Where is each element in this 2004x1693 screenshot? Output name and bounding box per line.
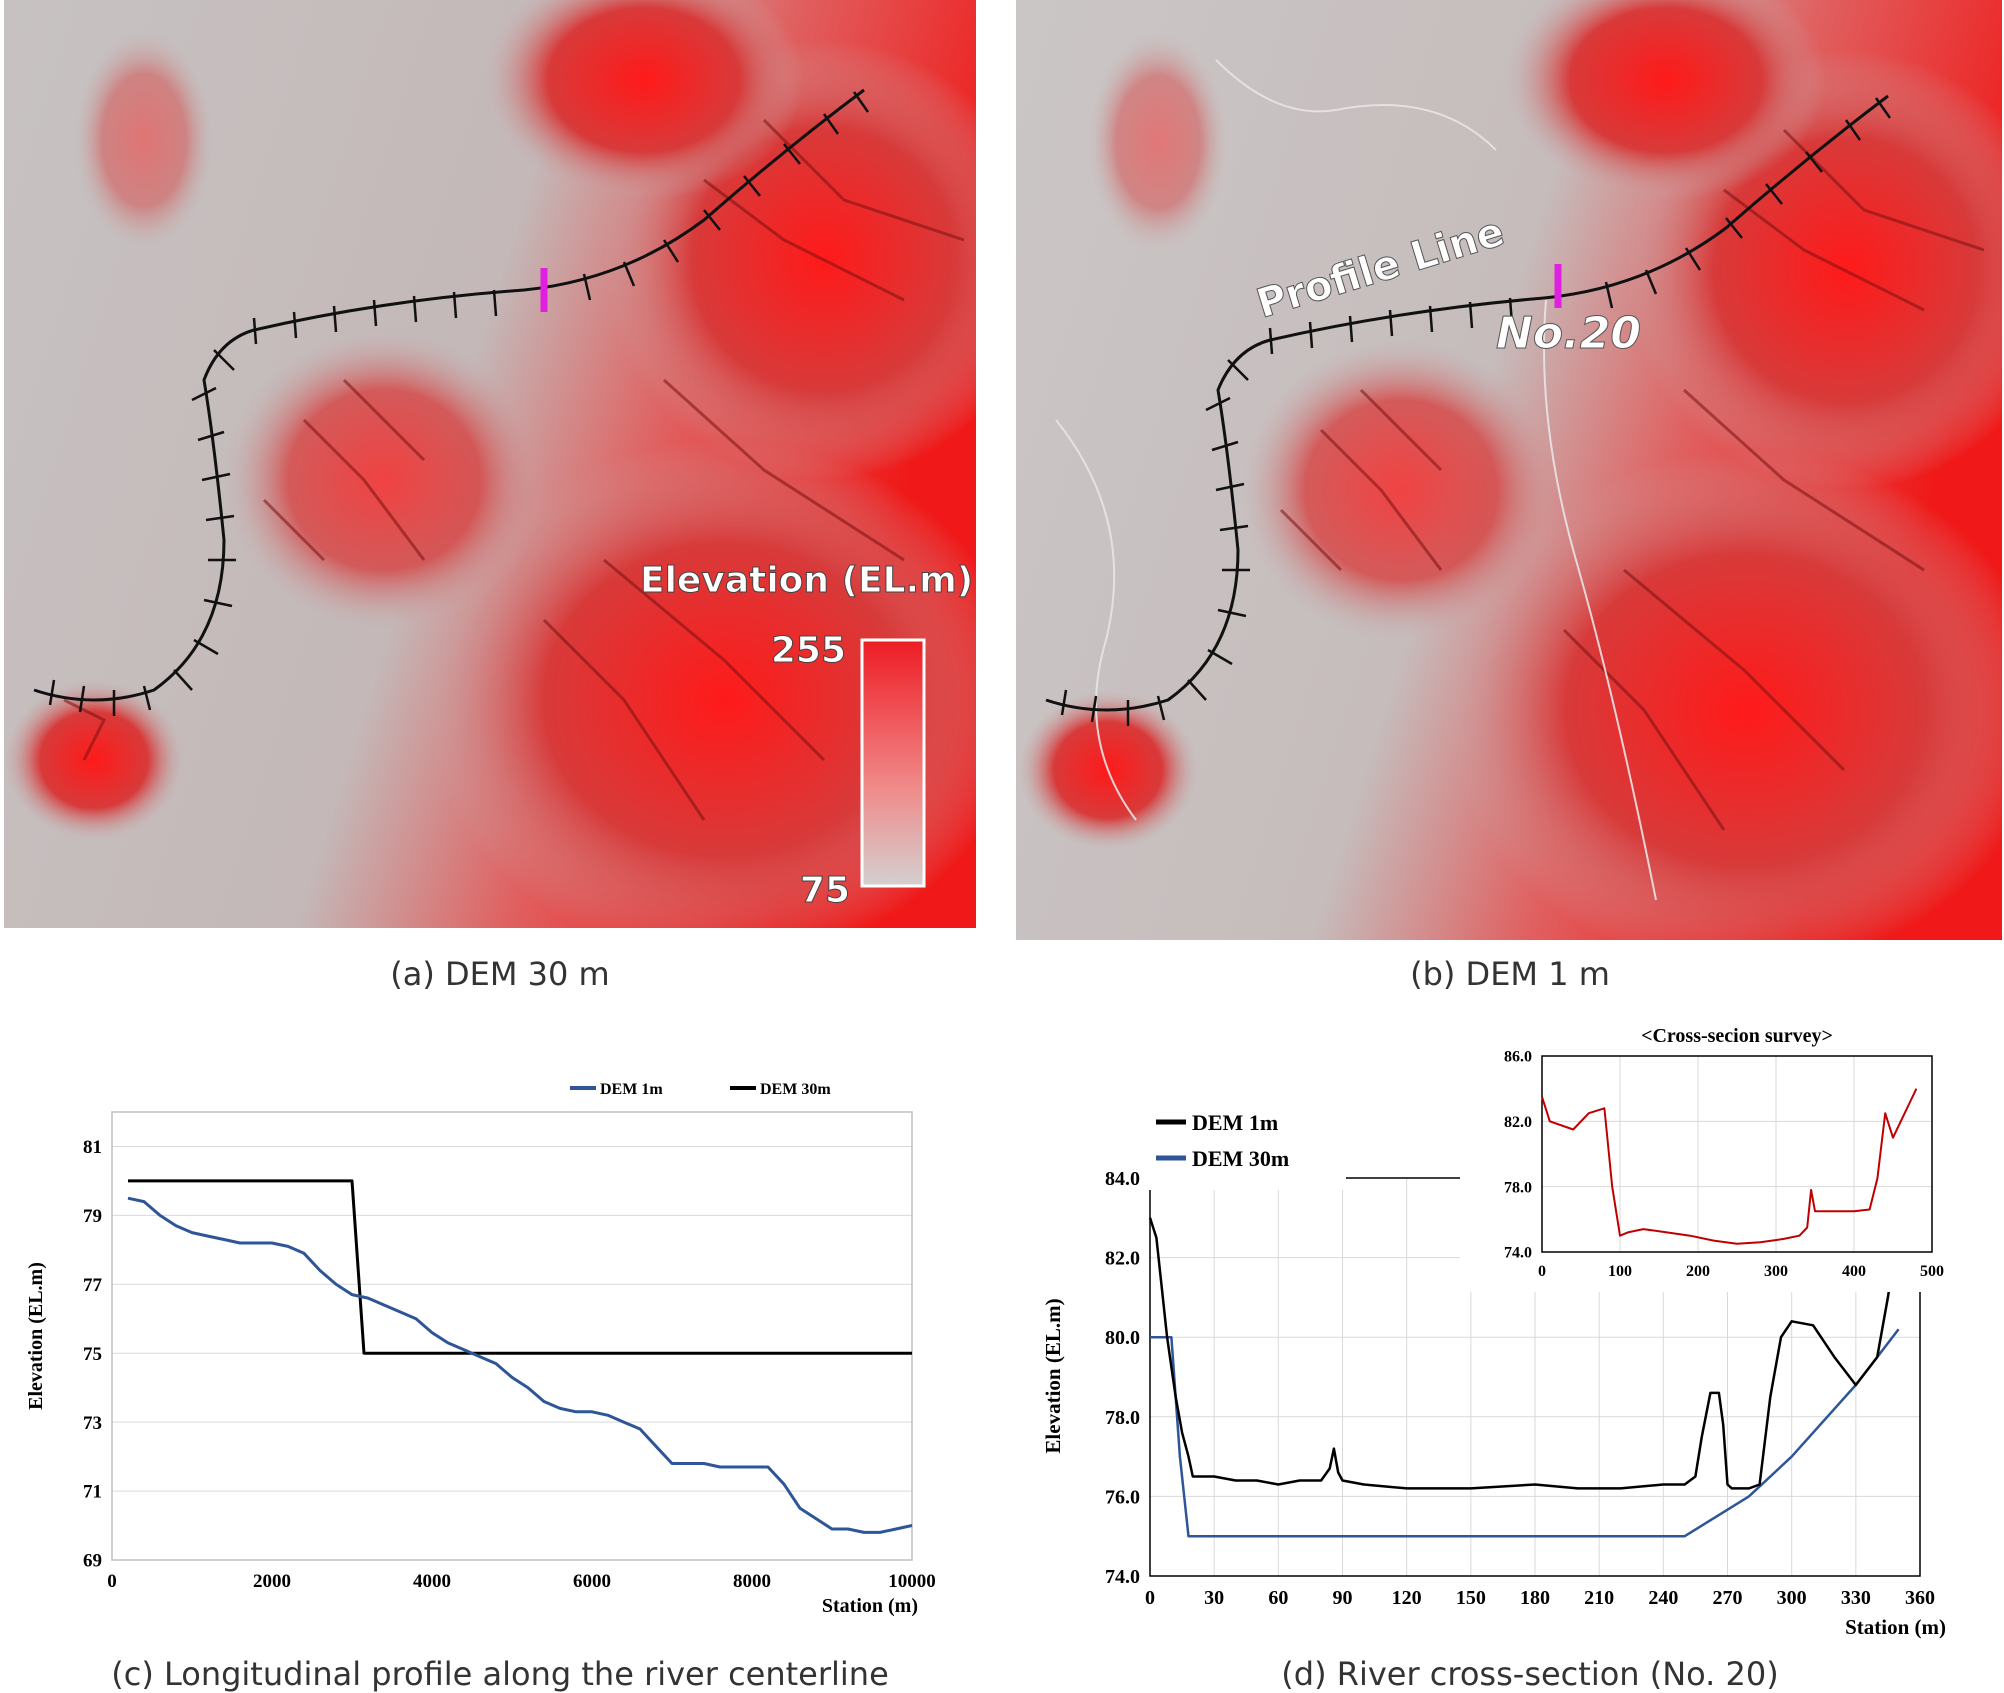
y-axis-label: Elevation (EL.m)	[1041, 1298, 1065, 1453]
y-tick-label: 82.0	[1105, 1248, 1140, 1270]
y-tick-label: 86.0	[1504, 1049, 1532, 1066]
section-no20-label: No.20	[1496, 308, 1641, 359]
y-tick-label: 78.0	[1504, 1179, 1532, 1196]
x-tick-label: 100	[1608, 1263, 1632, 1280]
y-tick-label: 78.0	[1105, 1407, 1140, 1429]
x-tick-label: 30	[1204, 1587, 1224, 1609]
x-tick-label: 330	[1841, 1587, 1871, 1609]
x-tick-label: 6000	[573, 1571, 611, 1592]
series-line-dem30m	[1150, 1328, 1900, 1538]
x-tick-label: 360	[1905, 1587, 1935, 1609]
x-tick-label: 60	[1268, 1587, 1288, 1609]
caption-b: (b) DEM 1 m	[1410, 955, 1610, 993]
y-tick-label: 76.0	[1105, 1486, 1140, 1508]
legend-label-dem1m: DEM 1m	[600, 1081, 663, 1098]
x-tick-label: 500	[1920, 1263, 1944, 1280]
elevation-color-bar	[860, 638, 926, 888]
x-axis-label: Station (m)	[1845, 1615, 1946, 1639]
x-tick-label: 300	[1777, 1587, 1807, 1609]
longitudinal-profile-chart: 0 2000 4000 6000 8000 10000 69 71 73 75 77 79 81 DEM …	[25, 1081, 936, 1617]
series-line-dem1m	[127, 1196, 913, 1534]
x-tick-label: 150	[1456, 1587, 1486, 1609]
legend-label-dem30m: DEM 30m	[1192, 1146, 1289, 1171]
x-tick-label: 2000	[253, 1571, 291, 1592]
x-tick-label: 8000	[733, 1571, 771, 1592]
dem-1m-map: Profile Line No.20	[1016, 0, 2002, 940]
inset-title: <Cross-secion survey>	[1641, 1025, 1833, 1047]
caption-a: (a) DEM 30 m	[390, 955, 610, 993]
x-tick-label: 10000	[888, 1571, 936, 1592]
x-tick-label: 0	[107, 1571, 117, 1592]
x-tick-label: 200	[1686, 1263, 1710, 1280]
legend-max-label: 255	[771, 630, 846, 671]
series-line-dem30m	[128, 1179, 912, 1355]
x-tick-label: 90	[1333, 1587, 1353, 1609]
caption-c: (c) Longitudinal profile along the river…	[111, 1655, 889, 1693]
x-axis-label: Station (m)	[822, 1595, 918, 1617]
x-tick-label: 0	[1538, 1263, 1546, 1280]
y-tick-label: 84.0	[1105, 1168, 1140, 1190]
y-tick-label: 74.0	[1504, 1245, 1532, 1262]
y-axis-label: Elevation (EL.m)	[25, 1262, 47, 1410]
legend-title: Elevation (EL.m)	[640, 560, 973, 601]
y-tick-label: 75	[83, 1344, 102, 1365]
dem-30m-map: Elevation (EL.m) 255 75	[4, 0, 976, 928]
y-tick-label: 74.0	[1105, 1566, 1140, 1588]
x-tick-label: 4000	[413, 1571, 451, 1592]
caption-d: (d) River cross-section (No. 20)	[1281, 1655, 1779, 1693]
y-tick-label: 79	[83, 1206, 102, 1227]
y-tick-label: 80.0	[1105, 1327, 1140, 1349]
x-tick-label: 180	[1520, 1587, 1550, 1609]
y-tick-label: 69	[83, 1551, 102, 1572]
y-tick-label: 82.0	[1504, 1114, 1532, 1131]
x-tick-label: 270	[1713, 1587, 1743, 1609]
x-tick-label: 400	[1842, 1263, 1866, 1280]
map-panel-b: Profile Line No.20	[1016, 0, 2002, 940]
y-tick-label: 73	[83, 1413, 102, 1434]
inset-series-line	[1541, 1088, 1918, 1245]
legend-min-label: 75	[800, 870, 850, 911]
x-tick-label: 120	[1392, 1587, 1422, 1609]
legend-label-dem1m: DEM 1m	[1192, 1110, 1278, 1135]
series-line-dem1m	[1148, 1217, 1900, 1490]
plot-frame	[1541, 1055, 1933, 1253]
x-tick-label: 300	[1764, 1263, 1788, 1280]
x-tick-label: 210	[1584, 1587, 1614, 1609]
cross-section-chart: 0 30 60 90 120 150 180 210 240 270 300 330 360 74.0 76…	[1041, 1025, 1950, 1639]
y-tick-label: 77	[83, 1275, 103, 1296]
legend-label-dem30m: DEM 30m	[760, 1081, 831, 1098]
x-tick-label: 0	[1145, 1587, 1155, 1609]
y-tick-label: 81	[83, 1137, 102, 1158]
plot-frame	[111, 1111, 913, 1561]
map-panel-a: Elevation (EL.m) 255 75	[4, 0, 976, 928]
y-tick-label: 71	[83, 1482, 102, 1503]
x-tick-label: 240	[1648, 1587, 1678, 1609]
